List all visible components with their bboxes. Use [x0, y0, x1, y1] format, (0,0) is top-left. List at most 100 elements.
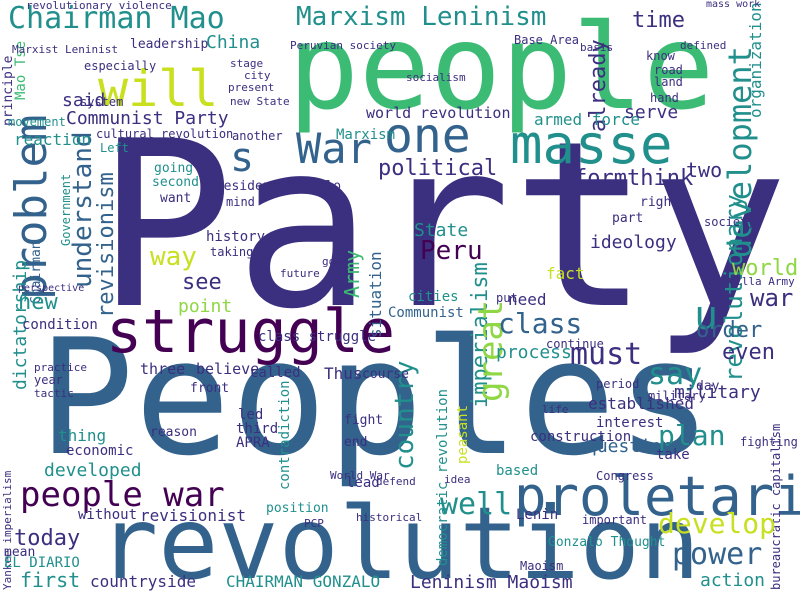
word-el-diario: EL DIARIO [4, 555, 80, 571]
word-understand: understand [68, 131, 98, 288]
word-right: right [640, 195, 680, 210]
word-organization: organization [746, 2, 765, 118]
word-hand: hand [650, 91, 679, 105]
word-believe: believe [196, 360, 260, 378]
word-construction: construction [530, 429, 632, 445]
word-position: position [266, 501, 329, 516]
word-question: question [586, 436, 673, 457]
word-mean: mean [4, 545, 36, 560]
word-maoism: Maoism [520, 559, 564, 573]
word-war: War [296, 124, 372, 173]
word-formthink: formthink [574, 166, 694, 191]
word-mass-work: mass work [706, 0, 761, 10]
word-established: established [588, 394, 694, 413]
word-power: power [672, 537, 763, 572]
word-peoples: Peoples [38, 304, 713, 491]
word-yankee-imperialism: Yankee imperialism [1, 470, 14, 590]
word-apra: APRA [236, 435, 270, 451]
word-defined: defined [680, 39, 727, 52]
word-especially: especially [84, 59, 157, 73]
word-called: called [250, 365, 301, 381]
word-cities: cities [408, 289, 459, 305]
word-way: way [150, 242, 197, 272]
word-see: see [182, 270, 222, 295]
word-world: world [732, 256, 799, 281]
word-peasant: peasant [455, 404, 471, 464]
word-know: know [646, 49, 675, 63]
word-lead: lead [346, 475, 380, 491]
word-fighting: fighting [740, 435, 798, 449]
word-situation: situation [366, 251, 385, 338]
word-base-area: Base Area [514, 33, 580, 47]
word-stage: stage [230, 57, 264, 70]
word-even: even [722, 340, 775, 365]
word-day: day [696, 379, 720, 394]
word-ideology: ideology [590, 232, 677, 253]
word-develop: develop [658, 507, 777, 540]
word-one: one [384, 108, 471, 164]
word-communist: Communist [388, 305, 464, 321]
word-land: land [654, 75, 683, 89]
word-put: put [496, 291, 518, 305]
word-condition: condition [22, 317, 98, 333]
word-new-state: new State [230, 95, 290, 108]
word-without: without [78, 507, 138, 523]
word-chairman-gonzalo: CHAIRMAN GONZALO [226, 572, 381, 591]
word-peru: Peru [420, 236, 483, 266]
word-going: going [154, 161, 194, 176]
word-marxism: Marxism [336, 127, 396, 143]
word-course: course [362, 367, 409, 382]
word-first: first [20, 568, 81, 592]
word-will: will [98, 60, 219, 118]
word-process: process [496, 342, 572, 363]
word-fight: fight [344, 413, 384, 428]
word-year: year [34, 373, 63, 387]
word-communist-party: Communist Party [66, 108, 229, 129]
word-military: military [674, 382, 761, 403]
word-plan: plan [658, 419, 726, 452]
word-taking: taking [210, 245, 254, 259]
word-today: today [14, 526, 81, 551]
word-revolutionary-violence: revolutionary violence [26, 0, 172, 12]
word-road: road [654, 63, 683, 77]
word-state: State [414, 220, 469, 241]
word-action: action [700, 570, 766, 591]
word-want: want [160, 191, 192, 206]
word-revolution: revolution [98, 485, 701, 600]
word-good: good [322, 255, 349, 268]
word-revisionist: revisionist [140, 506, 246, 525]
word-class-struggle: class struggle [258, 329, 377, 345]
word-front: front [190, 381, 230, 396]
word-struggle: struggle [106, 297, 395, 367]
word-time: time [632, 8, 685, 33]
word-must: must [570, 337, 643, 372]
word-interest: interest [596, 415, 664, 431]
word-reaction: reaction [14, 130, 92, 149]
word-life: life [542, 403, 569, 416]
word-part: part [612, 211, 644, 226]
word-peruvian-society: Peruvian society [290, 39, 396, 52]
word-political: political [378, 156, 498, 181]
word-class: class [498, 307, 583, 340]
word-countryside: countryside [90, 572, 196, 591]
word-u: u [694, 293, 719, 339]
word-continue: continue [546, 337, 604, 351]
word-system: system [80, 95, 124, 109]
word-pcp: PCP [304, 517, 324, 530]
word-future: future [280, 267, 320, 280]
word-historical: historical [356, 511, 423, 524]
word-said: said [62, 90, 106, 111]
word-thus: Thus [324, 364, 363, 383]
word-mind: mind [226, 195, 255, 209]
word-based: based [496, 463, 539, 479]
word-history: history [206, 229, 266, 245]
word-well: well [440, 487, 513, 522]
word-cultural-revolution: cultural revolution [96, 127, 234, 141]
word-idea: idea [444, 473, 471, 486]
word-marxism-leninism: Marxism Leninism [296, 2, 547, 32]
word-say: say [648, 357, 703, 392]
word-war2: war [750, 284, 794, 312]
word-economic: economic [66, 443, 134, 459]
word-marxist-leninist: Marxist Leninist [12, 43, 118, 56]
